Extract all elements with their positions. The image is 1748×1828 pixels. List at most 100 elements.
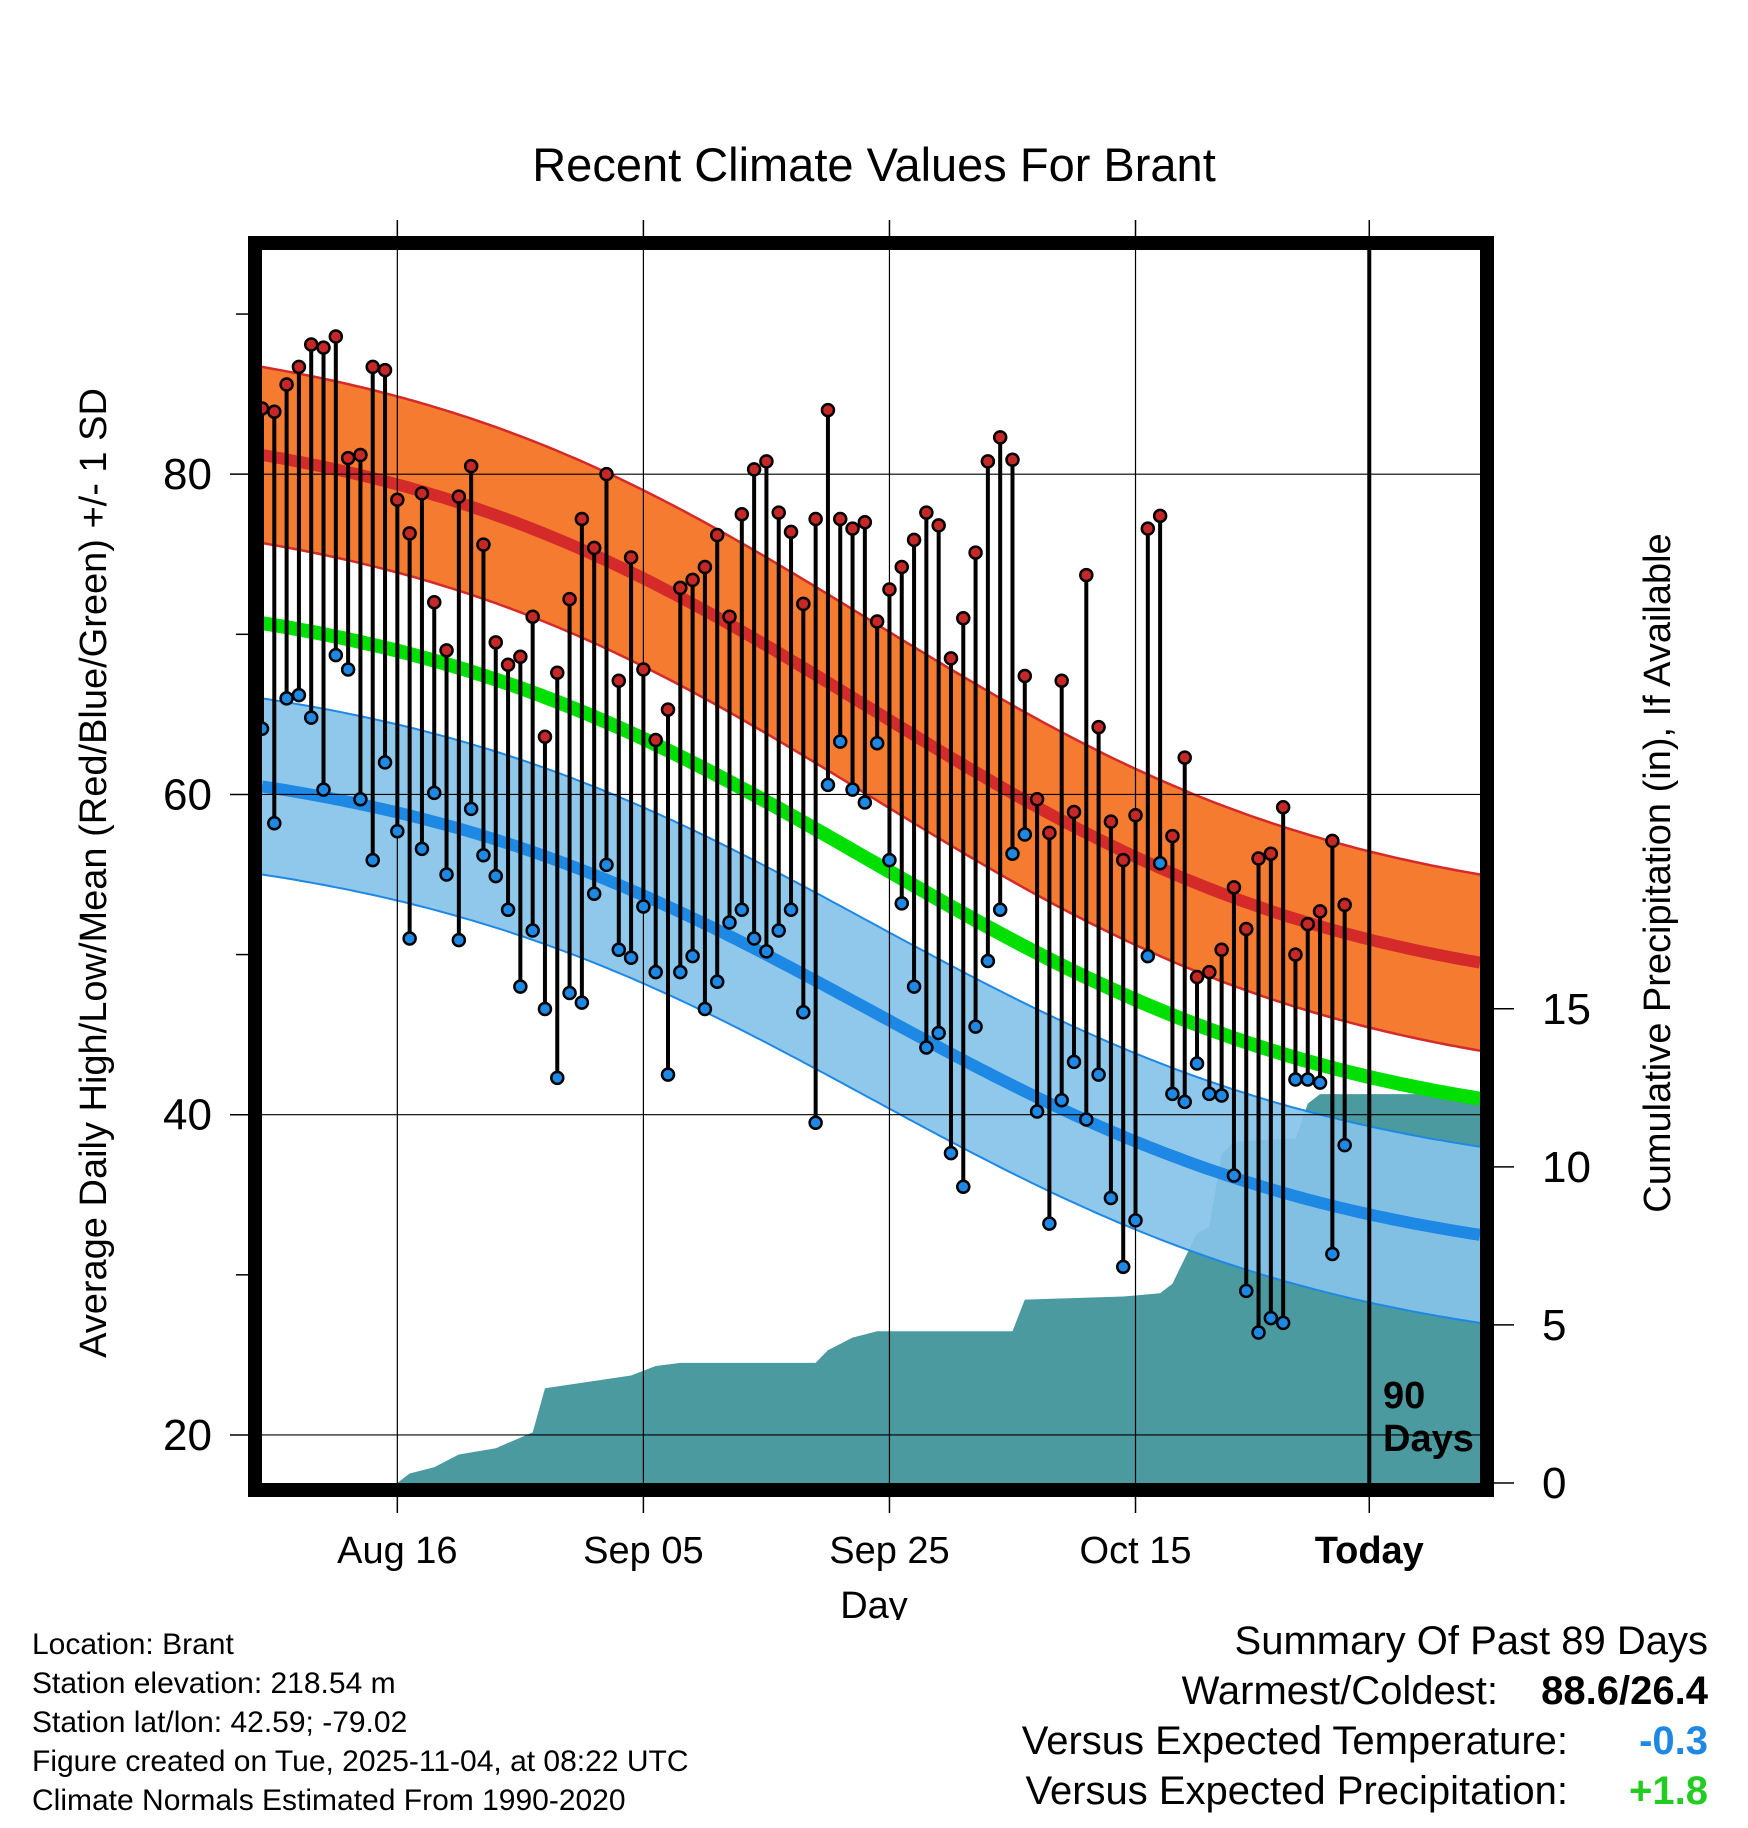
axes: Aug 16 Sep 05 Sep 25 Oct 15 Today 20 40 60 80 0 5 1… [163, 220, 1591, 1572]
daily-low-point [1054, 1093, 1069, 1108]
daily-high-point [746, 462, 762, 477]
daily-low-point [1300, 1072, 1316, 1087]
daily-low-point [968, 1019, 983, 1034]
daily-low-point [869, 735, 885, 751]
daily-high-point [1115, 852, 1131, 868]
daily-low-point [365, 852, 380, 868]
y-tick-label-left: 60 [163, 770, 212, 819]
daily-high-point [353, 447, 368, 463]
daily-high-point [316, 340, 331, 355]
daily-low-point [586, 886, 602, 901]
daily-low-point [599, 857, 614, 873]
daily-low-point [390, 824, 405, 839]
daily-low-point [463, 801, 479, 817]
daily-low-point [660, 1067, 676, 1082]
daily-high-point [685, 572, 700, 588]
today-days-line1: 90 [1383, 1375, 1425, 1417]
y-axis-right-label: Cumulative Precipitation (in), If Availa… [1637, 533, 1679, 1212]
daily-high-point [1288, 947, 1303, 962]
daily-high-point [1238, 921, 1254, 937]
daily-high-point [968, 545, 983, 560]
daily-low-point [882, 852, 897, 868]
daily-high-point [1275, 800, 1291, 815]
daily-high-point [1103, 814, 1119, 829]
warm-cold-label: Warmest/Coldest: [1181, 1669, 1498, 1713]
warm-cold-value: 88.6/26.4 [1541, 1669, 1708, 1713]
x-tick-label: Sep 25 [829, 1530, 949, 1572]
daily-low-point [340, 662, 356, 677]
plot-border [248, 236, 1494, 1497]
daily-high-point [759, 454, 774, 469]
daily-low-point [956, 1179, 971, 1195]
daily-low-point [1017, 827, 1033, 842]
daily-high-point [1202, 964, 1217, 980]
y-tick-label-right: 10 [1542, 1143, 1591, 1192]
daily-low-point [796, 1004, 811, 1020]
daily-high-point [906, 532, 922, 548]
daily-high-point [1017, 668, 1033, 684]
daily-low-point [1005, 846, 1020, 861]
daily-high-point [1079, 567, 1094, 583]
daily-low-point [845, 782, 860, 797]
daily-low-point [426, 785, 442, 801]
daily-low-point [525, 923, 540, 938]
daily-high-point [709, 527, 725, 543]
daily-high-point [574, 511, 590, 527]
normal-low-line [262, 780, 1480, 1241]
daily-high-point [476, 537, 491, 552]
daily-low-point [1263, 1310, 1279, 1326]
daily-high-point [328, 329, 344, 344]
daily-high-point [488, 635, 504, 650]
latlon-text: Station lat/lon: 42.59; -79.02 [32, 1706, 408, 1739]
x-tick-label: Today [1315, 1530, 1424, 1572]
daily-high-point [894, 559, 910, 575]
daily-high-point [279, 377, 294, 392]
daily-low-point [316, 782, 331, 797]
y-axis-left-label: Average Daily High/Low/Mean (Red/Blue/Gr… [73, 388, 115, 1358]
daily-low-point [353, 791, 368, 807]
daily-high-point [845, 521, 860, 536]
summary-temp: Versus Expected Temperature: -0.3 [1022, 1716, 1708, 1766]
daily-high-point [451, 489, 467, 504]
normal-low-upper-edge [262, 697, 1480, 1148]
daily-high-point [377, 362, 393, 378]
daily-high-point [402, 526, 417, 541]
daily-high-point [611, 673, 627, 688]
daily-high-point [303, 337, 319, 352]
normal-mean-line [262, 616, 1480, 1106]
plot-area [262, 250, 1480, 1483]
daily-high-point [1042, 825, 1057, 841]
daily-low-point [1189, 1056, 1205, 1071]
daily-high-point [1337, 897, 1352, 913]
daily-low-point [1091, 1067, 1106, 1082]
summary-panel: Summary Of Past 89 Days Warmest/Coldest:… [1022, 1616, 1708, 1816]
daily-high-point [636, 662, 651, 677]
daily-low-point [1079, 1112, 1094, 1127]
daily-low-point [1226, 1168, 1242, 1183]
daily-high-point [931, 518, 946, 533]
daily-low-point [267, 816, 282, 831]
summary-heading: Summary Of Past 89 Days [1022, 1616, 1708, 1666]
daily-high-point [992, 430, 1008, 445]
daily-low-point [1029, 1104, 1045, 1119]
daily-high-point [291, 359, 307, 375]
daily-low-point [303, 710, 319, 725]
daily-low-point [746, 931, 762, 946]
daily-low-point [1337, 1137, 1352, 1153]
today-days-line2: Days [1383, 1418, 1474, 1460]
normals-text: Climate Normals Estimated From 1990-2020 [32, 1784, 626, 1817]
daily-low-point [783, 902, 799, 917]
daily-low-point [500, 902, 516, 917]
daily-high-point [513, 649, 528, 664]
daily-high-point [550, 665, 565, 680]
daily-high-point [365, 359, 380, 375]
y-tick-label-right: 0 [1542, 1459, 1566, 1508]
daily-high-point [820, 402, 836, 418]
daily-high-point [1177, 750, 1192, 765]
daily-low-point [1103, 1190, 1119, 1206]
daily-low-point [476, 848, 491, 863]
precip-area [262, 1094, 1480, 1483]
location-text: Location: Brant [32, 1628, 234, 1661]
daily-high-point [586, 540, 602, 556]
x-tick-label: Aug 16 [337, 1530, 457, 1572]
